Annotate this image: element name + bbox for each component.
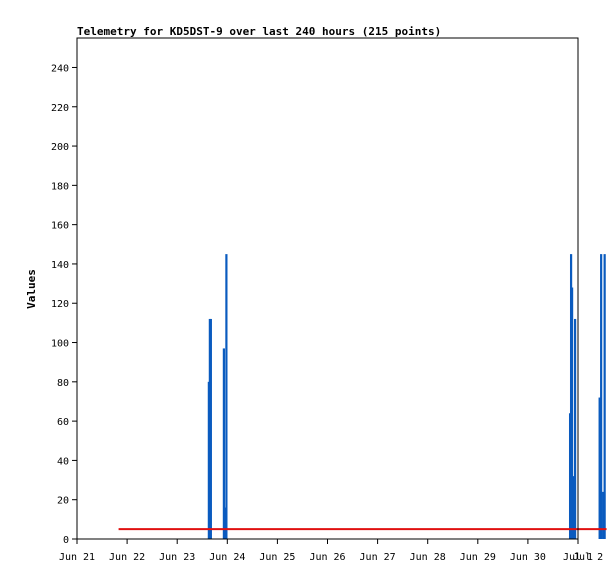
chart-title: Telemetry for KD5DST-9 over last 240 hou… [77,25,441,38]
y-tick-label: 240 [51,63,69,74]
data-bars [207,254,606,539]
x-tick-label: Jul 1 [563,552,593,563]
data-bar [222,348,225,539]
y-tick-label: 60 [57,417,69,428]
data-bar [598,397,601,539]
data-bar [570,287,574,539]
y-tick-label: 220 [51,103,69,114]
x-tick-label: Jun 26 [309,552,345,563]
y-tick-label: 180 [51,181,69,192]
y-tick-label: 0 [63,535,69,546]
y-tick-label: 40 [57,456,69,467]
data-bar [225,254,228,539]
x-tick-label: Jun 23 [159,552,195,563]
x-ticks: Jun 21 Jun 22 Jun 23 Jun 24 Jun 25 Jun 26 Jun … [59,539,603,563]
x-tick-label: Jun 25 [259,552,295,563]
x-tick-label: Jun 22 [109,552,145,563]
data-bar [209,318,212,539]
y-ticks: 0 20 40 60 80 100 120 140 160 180 200 220 240 [51,63,77,546]
y-tick-label: 120 [51,299,69,310]
y-tick-label: 160 [51,221,69,232]
y-tick-label: 140 [51,260,69,271]
x-tick-label: Jun 30 [510,552,546,563]
x-tick-label: Jun 21 [59,552,95,563]
x-tick-label: Jul 2 [573,552,603,563]
x-tick-label: Jun 29 [460,552,496,563]
y-tick-label: 200 [51,142,69,153]
data-bar [600,254,603,539]
plot-frame [76,37,579,540]
y-axis-label: Values [25,269,38,309]
x-tick-label: Jun 24 [209,552,245,563]
y-tick-label: 20 [57,496,69,507]
y-tick-label: 100 [51,339,69,350]
x-tick-label: Jun 27 [360,552,396,563]
x-tick-label: Jun 28 [410,552,446,563]
data-bar [602,491,605,539]
y-tick-label: 80 [57,378,69,389]
data-bar [603,254,606,539]
data-bar [573,318,577,539]
